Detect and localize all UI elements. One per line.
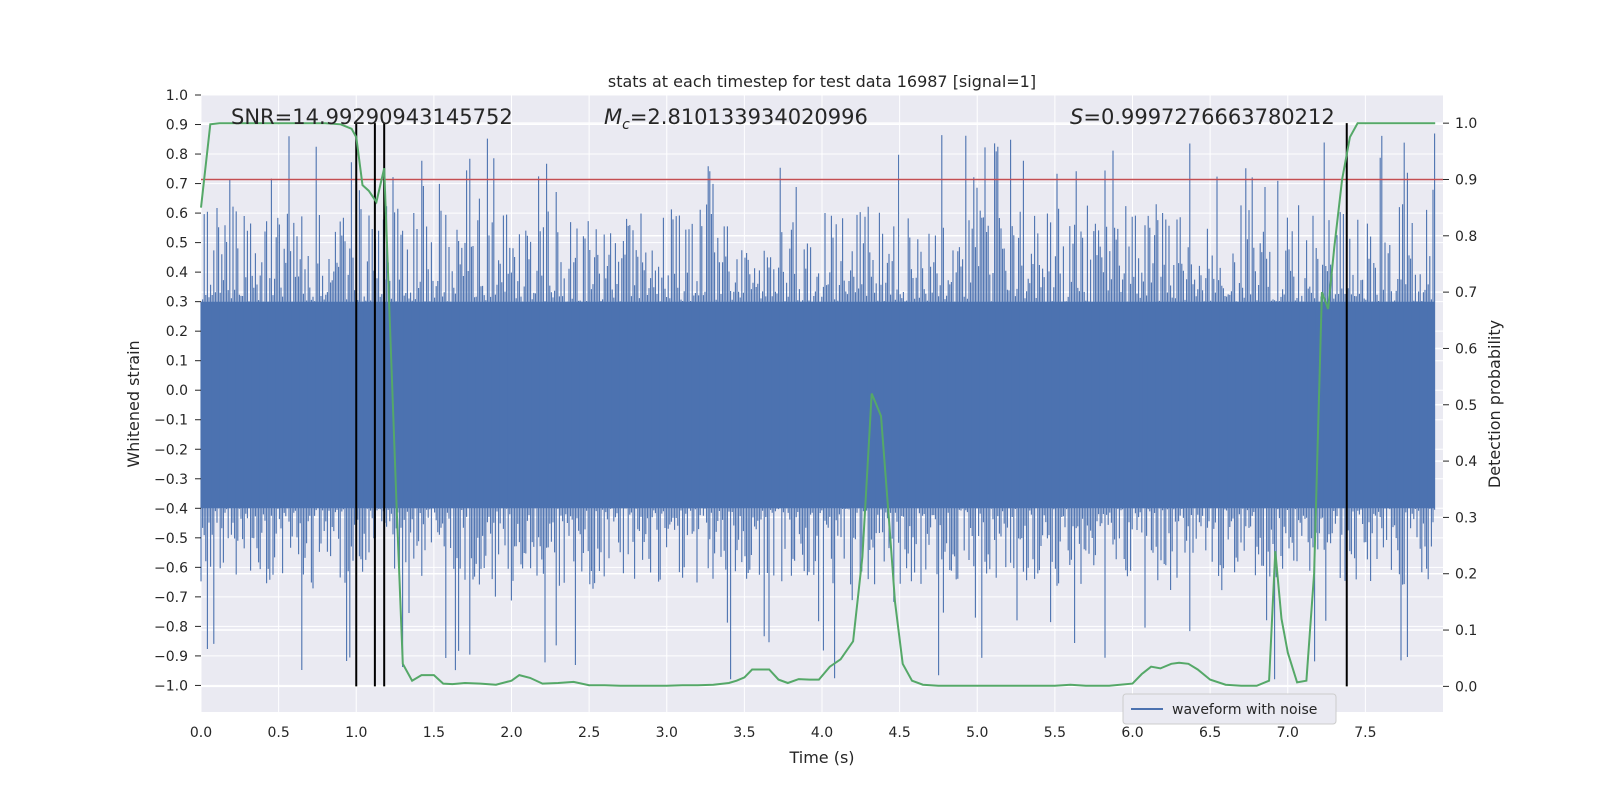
- x-tick-label: 6.0: [1121, 725, 1143, 741]
- snr-annotation: SNR=14.99290943145752: [231, 105, 513, 129]
- chart-title: stats at each timestep for test data 169…: [608, 72, 1036, 91]
- y-axis-label: Whitened strain: [124, 340, 143, 467]
- score-symbol: S: [1070, 105, 1083, 129]
- y2-axis-ticks: 1.0 0.9 0.8 0.7 0.6 0.5 0.4 0.3 0.2 0.1 0.0: [1443, 116, 1477, 695]
- y-tick-label: 0.9: [166, 118, 188, 134]
- y-axis-ticks: 1.0 0.9 0.8 0.7 0.6 0.5 0.4 0.3 0.2 0.1 0.0 −0.1 −0.…: [154, 88, 201, 694]
- x-tick-label: 2.0: [500, 725, 522, 741]
- chirp-mass-annotation: Mc=2.810133934020996: [604, 105, 868, 133]
- x-tick-label: 7.5: [1354, 725, 1376, 741]
- y-tick-label: 0.2: [166, 324, 188, 340]
- y2-axis-label: Detection probability: [1485, 320, 1504, 488]
- y-tick-label: 0.4: [166, 265, 188, 281]
- y2-tick-label: 0.0: [1455, 679, 1477, 695]
- detection-probability-line: [200, 122, 1436, 687]
- chirp-mass-value: =2.810133934020996: [630, 105, 868, 129]
- x-tick-label: 6.5: [1199, 725, 1221, 741]
- y-tick-label: 0.8: [166, 147, 188, 163]
- y-tick-label: −0.5: [154, 531, 188, 547]
- y-tick-label: −0.8: [154, 619, 188, 635]
- x-tick-label: 1.5: [423, 725, 445, 741]
- y-tick-label: 0.0: [166, 383, 188, 399]
- x-tick-label: 0.0: [190, 725, 212, 741]
- score-value: =0.9997276663780212: [1083, 105, 1334, 129]
- y2-tick-label: 0.9: [1455, 172, 1477, 188]
- y2-tick-label: 0.4: [1455, 454, 1477, 470]
- x-axis-label: Time (s): [788, 748, 854, 767]
- y2-tick-label: 0.7: [1455, 285, 1477, 301]
- waveform-spikes: [200, 133, 1436, 680]
- y-tick-label: −0.7: [154, 590, 188, 606]
- y2-tick-label: 0.8: [1455, 229, 1477, 245]
- x-tick-label: 7.0: [1277, 725, 1299, 741]
- y-tick-label: 1.0: [166, 88, 188, 104]
- x-tick-label: 5.5: [1044, 725, 1066, 741]
- y-tick-label: 0.7: [166, 177, 188, 193]
- y-tick-label: −1.0: [154, 678, 188, 694]
- legend: waveform with noise: [1122, 693, 1337, 725]
- legend-label: waveform with noise: [1172, 702, 1317, 718]
- x-tick-label: 2.5: [578, 725, 600, 741]
- y-tick-label: 0.3: [166, 295, 188, 311]
- x-axis-ticks: 0.0 0.5 1.0 1.5 2.0 2.5 3.0 3.5 4.0 4.5 5.0 5.5 6.0 6…: [190, 725, 1377, 741]
- y2-tick-label: 0.2: [1455, 567, 1477, 583]
- y-tick-label: −0.6: [154, 560, 188, 576]
- y2-tick-label: 1.0: [1455, 116, 1477, 132]
- y2-tick-label: 0.5: [1455, 398, 1477, 414]
- legend-box: [1122, 693, 1337, 725]
- x-tick-label: 5.0: [966, 725, 988, 741]
- score-annotation: S=0.9997276663780212: [1070, 105, 1335, 129]
- y-tick-label: −0.9: [154, 649, 188, 665]
- x-tick-label: 3.5: [733, 725, 755, 741]
- x-tick-label: 1.0: [345, 725, 367, 741]
- x-tick-label: 4.5: [888, 725, 910, 741]
- y2-tick-label: 0.3: [1455, 510, 1477, 526]
- y2-tick-label: 0.6: [1455, 341, 1477, 357]
- y-tick-label: −0.4: [154, 501, 188, 517]
- y-tick-label: −0.2: [154, 442, 188, 458]
- y2-tick-label: 0.1: [1455, 623, 1477, 639]
- y-tick-label: −0.3: [154, 472, 188, 488]
- y-tick-label: 0.5: [166, 236, 188, 252]
- chirp-mass-subscript: c: [622, 117, 630, 133]
- waveform-with-noise-series: [200, 133, 1436, 680]
- x-tick-label: 3.0: [656, 725, 678, 741]
- y-tick-label: 0.6: [166, 206, 188, 222]
- x-tick-label: 4.0: [811, 725, 833, 741]
- x-tick-label: 0.5: [267, 725, 289, 741]
- y-tick-label: −0.1: [154, 413, 188, 429]
- chirp-mass-symbol: M: [604, 105, 622, 129]
- vertical-markers: [355, 123, 1348, 687]
- y-tick-label: 0.1: [166, 354, 188, 370]
